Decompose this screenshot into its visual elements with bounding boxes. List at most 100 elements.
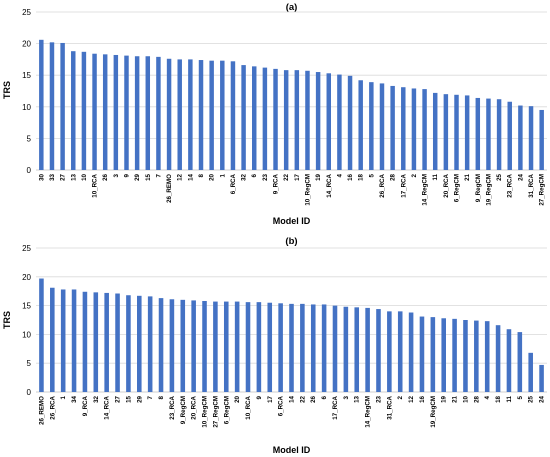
- bar: [506, 329, 512, 392]
- x-tick-label: 14: [289, 395, 296, 402]
- bar: [486, 98, 491, 170]
- bar: [300, 303, 305, 392]
- bar: [343, 306, 349, 392]
- x-tick-label: 18: [358, 173, 365, 180]
- bar: [93, 292, 99, 392]
- x-tick-label: 19: [441, 395, 448, 402]
- bar: [169, 299, 175, 392]
- bar: [188, 59, 193, 170]
- x-tick-label: 32: [241, 173, 248, 180]
- x-tick-label: 26_REMO: [166, 174, 173, 203]
- bar: [321, 304, 327, 392]
- bar: [220, 60, 225, 170]
- y-tick-label: 0: [27, 166, 32, 175]
- bar: [411, 88, 417, 170]
- x-tick-label: 20: [209, 173, 216, 180]
- x-tick-label: 34: [71, 395, 78, 402]
- x-tick-label: 1: [60, 395, 67, 399]
- bar: [213, 301, 218, 392]
- x-tick-label: 26: [310, 395, 317, 402]
- bar: [137, 295, 142, 392]
- y-tick-label: 25: [22, 8, 31, 17]
- bar: [245, 302, 251, 392]
- x-tick-label: 27: [115, 395, 122, 402]
- x-tick-label: 5: [368, 173, 375, 177]
- x-tick-label: 15: [125, 395, 132, 402]
- bar: [39, 278, 44, 392]
- x-tick-label: 10: [462, 395, 469, 402]
- x-tick-label: 24: [539, 395, 546, 402]
- bar: [50, 287, 55, 392]
- bar: [443, 94, 449, 170]
- bar: [256, 302, 262, 392]
- x-tick-label: 22: [283, 173, 290, 180]
- x-tick-label: 2: [397, 395, 404, 399]
- bar: [283, 70, 289, 170]
- x-tick-label: 10_RCA: [92, 173, 99, 197]
- x-tick-label: 23: [375, 395, 382, 402]
- x-tick-label: 21: [452, 395, 459, 402]
- bar: [463, 320, 468, 392]
- bar: [198, 60, 204, 171]
- bar: [397, 311, 403, 392]
- x-tick-label: 30: [38, 173, 45, 180]
- bar: [158, 298, 164, 392]
- x-tick-label: 17_RCA: [400, 173, 407, 197]
- bar: [495, 325, 501, 392]
- bar: [354, 307, 360, 392]
- bar: [166, 58, 172, 170]
- bar: [452, 318, 457, 392]
- bar: [126, 295, 131, 392]
- x-tick-label: 8: [198, 173, 205, 177]
- x-tick-label: 9_RCA: [273, 173, 280, 194]
- y-tick-label: 20: [22, 40, 31, 49]
- x-tick-label: 7: [155, 173, 162, 177]
- y-tick-label: 10: [22, 103, 31, 112]
- bar: [387, 311, 392, 392]
- x-tick-label: 32: [93, 395, 100, 402]
- bar: [475, 97, 481, 170]
- bar: [177, 59, 182, 170]
- bar: [365, 307, 370, 392]
- x-tick-label: 6: [321, 395, 328, 399]
- x-tick-label: 9_RegCM: [475, 174, 482, 202]
- y-tick-label: 20: [22, 273, 31, 282]
- x-tick-label: 16: [347, 173, 354, 180]
- bar: [454, 94, 459, 170]
- bar: [180, 299, 186, 392]
- bar: [113, 54, 119, 171]
- x-tick-label: 12: [408, 395, 415, 402]
- bar: [528, 106, 534, 170]
- bar: [419, 316, 425, 392]
- bar: [223, 301, 229, 392]
- bar: [294, 70, 300, 170]
- x-tick-label: 3: [113, 173, 120, 177]
- bar: [369, 82, 374, 170]
- x-tick-label: 3: [343, 395, 350, 399]
- bar: [464, 95, 470, 170]
- x-tick-label: 16: [419, 395, 426, 402]
- bar: [39, 39, 44, 170]
- bar: [273, 68, 278, 170]
- x-tick-label: 26_RCA: [49, 395, 56, 419]
- bar: [156, 56, 161, 170]
- x-tick-label: 27: [60, 173, 67, 180]
- x-tick-label: 29: [136, 395, 143, 402]
- y-axis-title: TRS: [2, 81, 12, 99]
- bar: [124, 55, 129, 170]
- x-tick-label: 17: [267, 395, 274, 402]
- bar: [278, 303, 283, 392]
- x-tick-label: 9_RCA: [82, 395, 89, 416]
- y-tick-label: 15: [22, 71, 31, 80]
- x-tick-label: 27_RegCM: [212, 396, 219, 428]
- x-tick-label: 11: [506, 395, 513, 402]
- x-tick-label: 12: [177, 173, 184, 180]
- x-tick-label: 10_RCA: [245, 395, 252, 419]
- bar: [115, 293, 120, 392]
- bar: [191, 300, 196, 392]
- bar: [517, 332, 523, 392]
- x-tick-label: 28: [473, 395, 480, 402]
- bar: [347, 75, 353, 170]
